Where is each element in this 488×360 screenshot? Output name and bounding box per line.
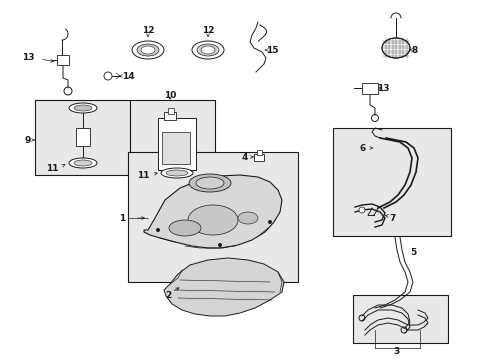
Text: 14: 14: [122, 72, 134, 81]
Ellipse shape: [74, 105, 92, 111]
Bar: [352, 295, 447, 343]
Bar: [76, 128, 90, 146]
Ellipse shape: [161, 168, 193, 178]
Ellipse shape: [201, 46, 215, 54]
Text: 5: 5: [409, 248, 415, 257]
Text: 13: 13: [21, 53, 34, 62]
Circle shape: [358, 207, 364, 213]
Ellipse shape: [187, 205, 238, 235]
Bar: [57, 55, 69, 65]
Text: 6: 6: [359, 144, 366, 153]
Bar: [257, 150, 262, 155]
Bar: [130, 100, 215, 175]
Text: 12: 12: [202, 26, 214, 35]
Circle shape: [218, 243, 222, 247]
Ellipse shape: [169, 220, 201, 236]
Text: 1: 1: [119, 213, 125, 222]
Ellipse shape: [69, 103, 97, 113]
Text: 9: 9: [25, 135, 31, 144]
Text: 2: 2: [164, 291, 171, 300]
Text: 7: 7: [389, 213, 395, 222]
Text: 13: 13: [376, 84, 388, 93]
Text: 4: 4: [242, 153, 248, 162]
Circle shape: [267, 220, 271, 224]
Bar: [332, 128, 450, 236]
Bar: [162, 132, 190, 164]
Ellipse shape: [197, 44, 219, 56]
Text: 11: 11: [46, 163, 58, 172]
Ellipse shape: [137, 44, 159, 56]
Bar: [361, 83, 377, 94]
Ellipse shape: [196, 177, 224, 189]
Text: 15: 15: [265, 45, 278, 54]
Bar: [128, 152, 297, 282]
Polygon shape: [143, 175, 282, 248]
Text: 8: 8: [411, 45, 417, 54]
Text: 10: 10: [163, 90, 176, 99]
Bar: [168, 108, 174, 114]
Circle shape: [104, 72, 112, 80]
Text: 3: 3: [393, 347, 399, 356]
Ellipse shape: [238, 212, 258, 224]
Ellipse shape: [165, 170, 187, 176]
Ellipse shape: [69, 158, 97, 168]
Ellipse shape: [189, 174, 230, 192]
Text: 12: 12: [142, 26, 154, 35]
Polygon shape: [163, 258, 284, 316]
Bar: [163, 112, 176, 120]
Bar: [253, 154, 264, 161]
Ellipse shape: [141, 46, 155, 54]
Circle shape: [156, 228, 160, 232]
Text: 11: 11: [137, 171, 149, 180]
Bar: [158, 118, 196, 170]
Bar: [35, 100, 130, 175]
Ellipse shape: [74, 160, 92, 166]
Ellipse shape: [132, 41, 163, 59]
Ellipse shape: [381, 38, 409, 58]
Ellipse shape: [192, 41, 224, 59]
